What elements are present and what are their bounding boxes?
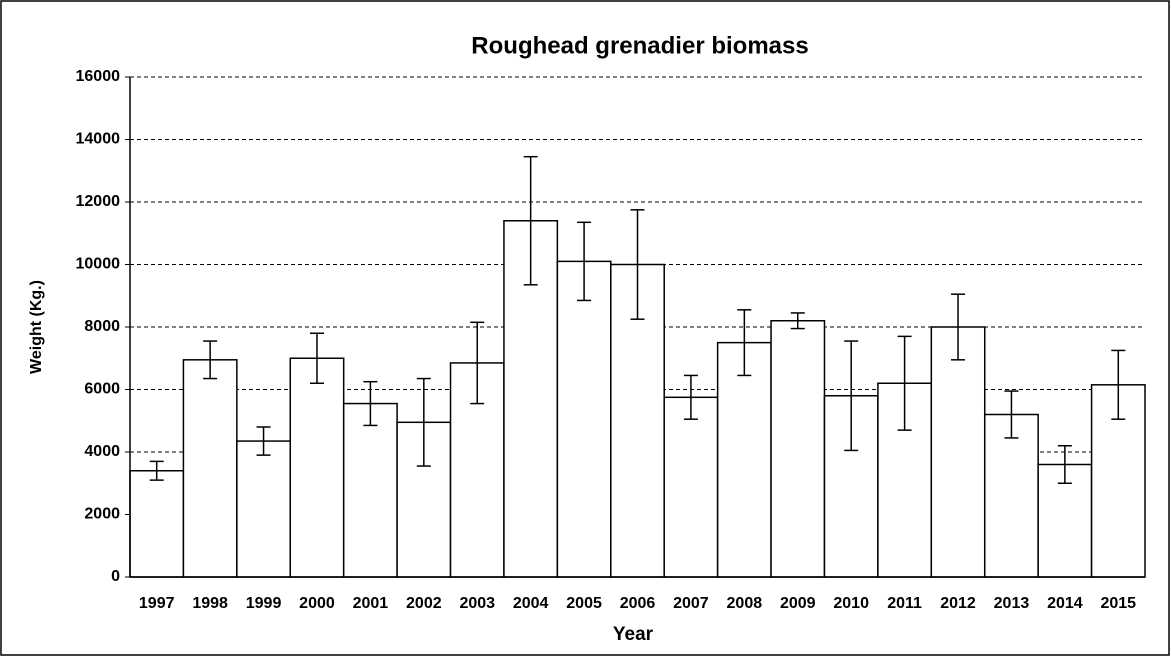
error-bar	[523, 155, 538, 286]
y-tick-label: 14000	[76, 131, 121, 148]
x-tick-label: 2015	[1100, 595, 1136, 612]
y-tick-label: 4000	[84, 443, 120, 460]
error-bar	[683, 374, 698, 420]
x-tick-label: 1997	[139, 595, 175, 612]
bar	[983, 413, 1039, 578]
bar	[663, 396, 719, 578]
y-tick-label: 8000	[84, 318, 120, 335]
error-bar	[897, 335, 912, 431]
bar	[129, 470, 185, 578]
x-tick-label: 2008	[727, 595, 763, 612]
y-axis-label: Weight (Kg.)	[28, 280, 45, 374]
y-tick-label: 16000	[76, 68, 121, 85]
bar	[289, 357, 345, 578]
error-bar	[630, 209, 645, 320]
x-tick-label: 2010	[833, 595, 869, 612]
error-bar	[1004, 390, 1019, 439]
x-tick-label: 2000	[299, 595, 335, 612]
x-tick-label: 2006	[620, 595, 656, 612]
chart-title: Roughead grenadier biomass	[471, 32, 808, 59]
bar	[556, 260, 612, 578]
error-bar	[844, 340, 859, 452]
bar	[930, 326, 986, 578]
x-tick-label: 2002	[406, 595, 442, 612]
bar	[716, 341, 772, 578]
error-bar	[790, 312, 805, 330]
x-tick-label: 1998	[192, 595, 228, 612]
bar	[236, 440, 292, 578]
x-tick-label: 2001	[353, 595, 389, 612]
y-tick-label: 10000	[76, 256, 121, 273]
error-bar	[203, 340, 218, 380]
y-tick-label: 2000	[84, 506, 120, 523]
error-bar	[1057, 445, 1072, 484]
x-tick-label: 2014	[1047, 595, 1083, 612]
bar	[182, 359, 238, 578]
error-bar	[416, 377, 431, 467]
bar	[342, 402, 398, 578]
x-tick-label: 2003	[459, 595, 495, 612]
y-tick-label: 12000	[76, 193, 121, 210]
x-tick-label: 2007	[673, 595, 709, 612]
error-bar	[149, 460, 164, 481]
error-bar	[363, 380, 378, 427]
x-tick-label: 1999	[246, 595, 282, 612]
bar	[770, 320, 826, 578]
error-bar	[951, 293, 966, 361]
error-bar	[470, 321, 485, 405]
error-bar	[737, 309, 752, 377]
x-tick-label: 2011	[887, 595, 922, 612]
error-bar	[256, 426, 271, 456]
error-bar	[577, 221, 592, 302]
error-bar	[1111, 349, 1126, 420]
y-tick-label: 0	[111, 568, 120, 585]
error-bar	[309, 332, 324, 384]
x-axis-label: Year	[613, 624, 654, 645]
x-tick-label: 2005	[566, 595, 602, 612]
y-tick-label: 6000	[84, 381, 120, 398]
x-tick-label: 2012	[940, 595, 976, 612]
x-tick-label: 2013	[994, 595, 1030, 612]
x-tick-label: 2004	[513, 595, 549, 612]
x-tick-label: 2009	[780, 595, 816, 612]
